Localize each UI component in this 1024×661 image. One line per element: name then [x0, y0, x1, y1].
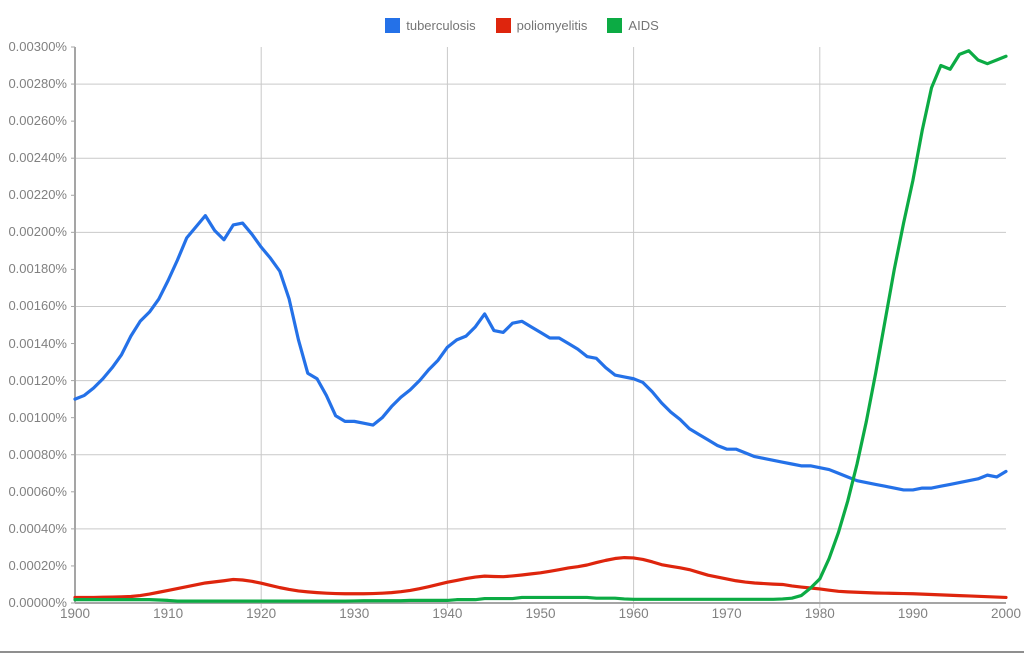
chart-canvas [71, 46, 1008, 608]
y-tick-label: 0.00200% [8, 224, 67, 240]
x-tick-label: 1910 [153, 606, 184, 621]
x-tick-label: 1970 [711, 606, 742, 621]
legend-swatch-aids-icon [607, 17, 623, 33]
plot-area [71, 46, 1008, 608]
y-tick-label: 0.00160% [8, 298, 67, 314]
chart-legend: tuberculosis poliomyelitis AIDS [0, 16, 1024, 34]
series-line-tuberculosis[interactable] [73, 214, 1008, 492]
y-tick-label: 0.00020% [8, 557, 67, 573]
y-tick-label: 0.00040% [8, 520, 67, 536]
x-tick-label: 1980 [804, 606, 835, 621]
y-tick-label: 0.00280% [8, 76, 67, 92]
y-tick-label: 0.00220% [8, 187, 67, 203]
x-tick-label: 1990 [897, 606, 928, 621]
legend-label-poliomyelitis: poliomyelitis [516, 17, 588, 33]
legend-swatch-tuberculosis-icon [385, 17, 401, 33]
y-tick-label: 0.00080% [8, 446, 67, 462]
series-line-AIDS[interactable] [73, 49, 1008, 603]
legend-item-aids[interactable]: AIDS [607, 17, 659, 33]
x-tick-label: 1940 [432, 606, 463, 621]
y-tick-label: 0.00000% [8, 595, 67, 610]
x-tick-label: 1930 [339, 606, 370, 621]
x-tick-label: 1960 [618, 606, 649, 621]
legend-item-poliomyelitis[interactable]: poliomyelitis [495, 17, 588, 33]
series-line-poliomyelitis[interactable] [73, 555, 1008, 600]
x-tick-label: 2000 [990, 606, 1022, 621]
y-tick-label: 0.00140% [8, 335, 67, 351]
x-tick-label: 1920 [246, 606, 277, 621]
window-bottom-border [0, 651, 1024, 653]
legend-label-aids: AIDS [628, 17, 659, 33]
legend-label-tuberculosis: tuberculosis [406, 17, 476, 33]
legend-swatch-poliomyelitis-icon [495, 17, 511, 33]
y-tick-label: 0.00240% [8, 150, 67, 166]
y-tick-label: 0.00180% [8, 261, 67, 277]
y-tick-label: 0.00100% [8, 409, 67, 425]
y-tick-label: 0.00060% [8, 483, 67, 499]
y-tick-label: 0.00120% [8, 372, 67, 388]
y-tick-label: 0.00260% [8, 113, 67, 129]
x-tick-label: 1900 [59, 606, 91, 621]
legend-item-tuberculosis[interactable]: tuberculosis [385, 17, 476, 33]
x-tick-label: 1950 [525, 606, 556, 621]
y-tick-label: 0.00300% [8, 39, 67, 54]
